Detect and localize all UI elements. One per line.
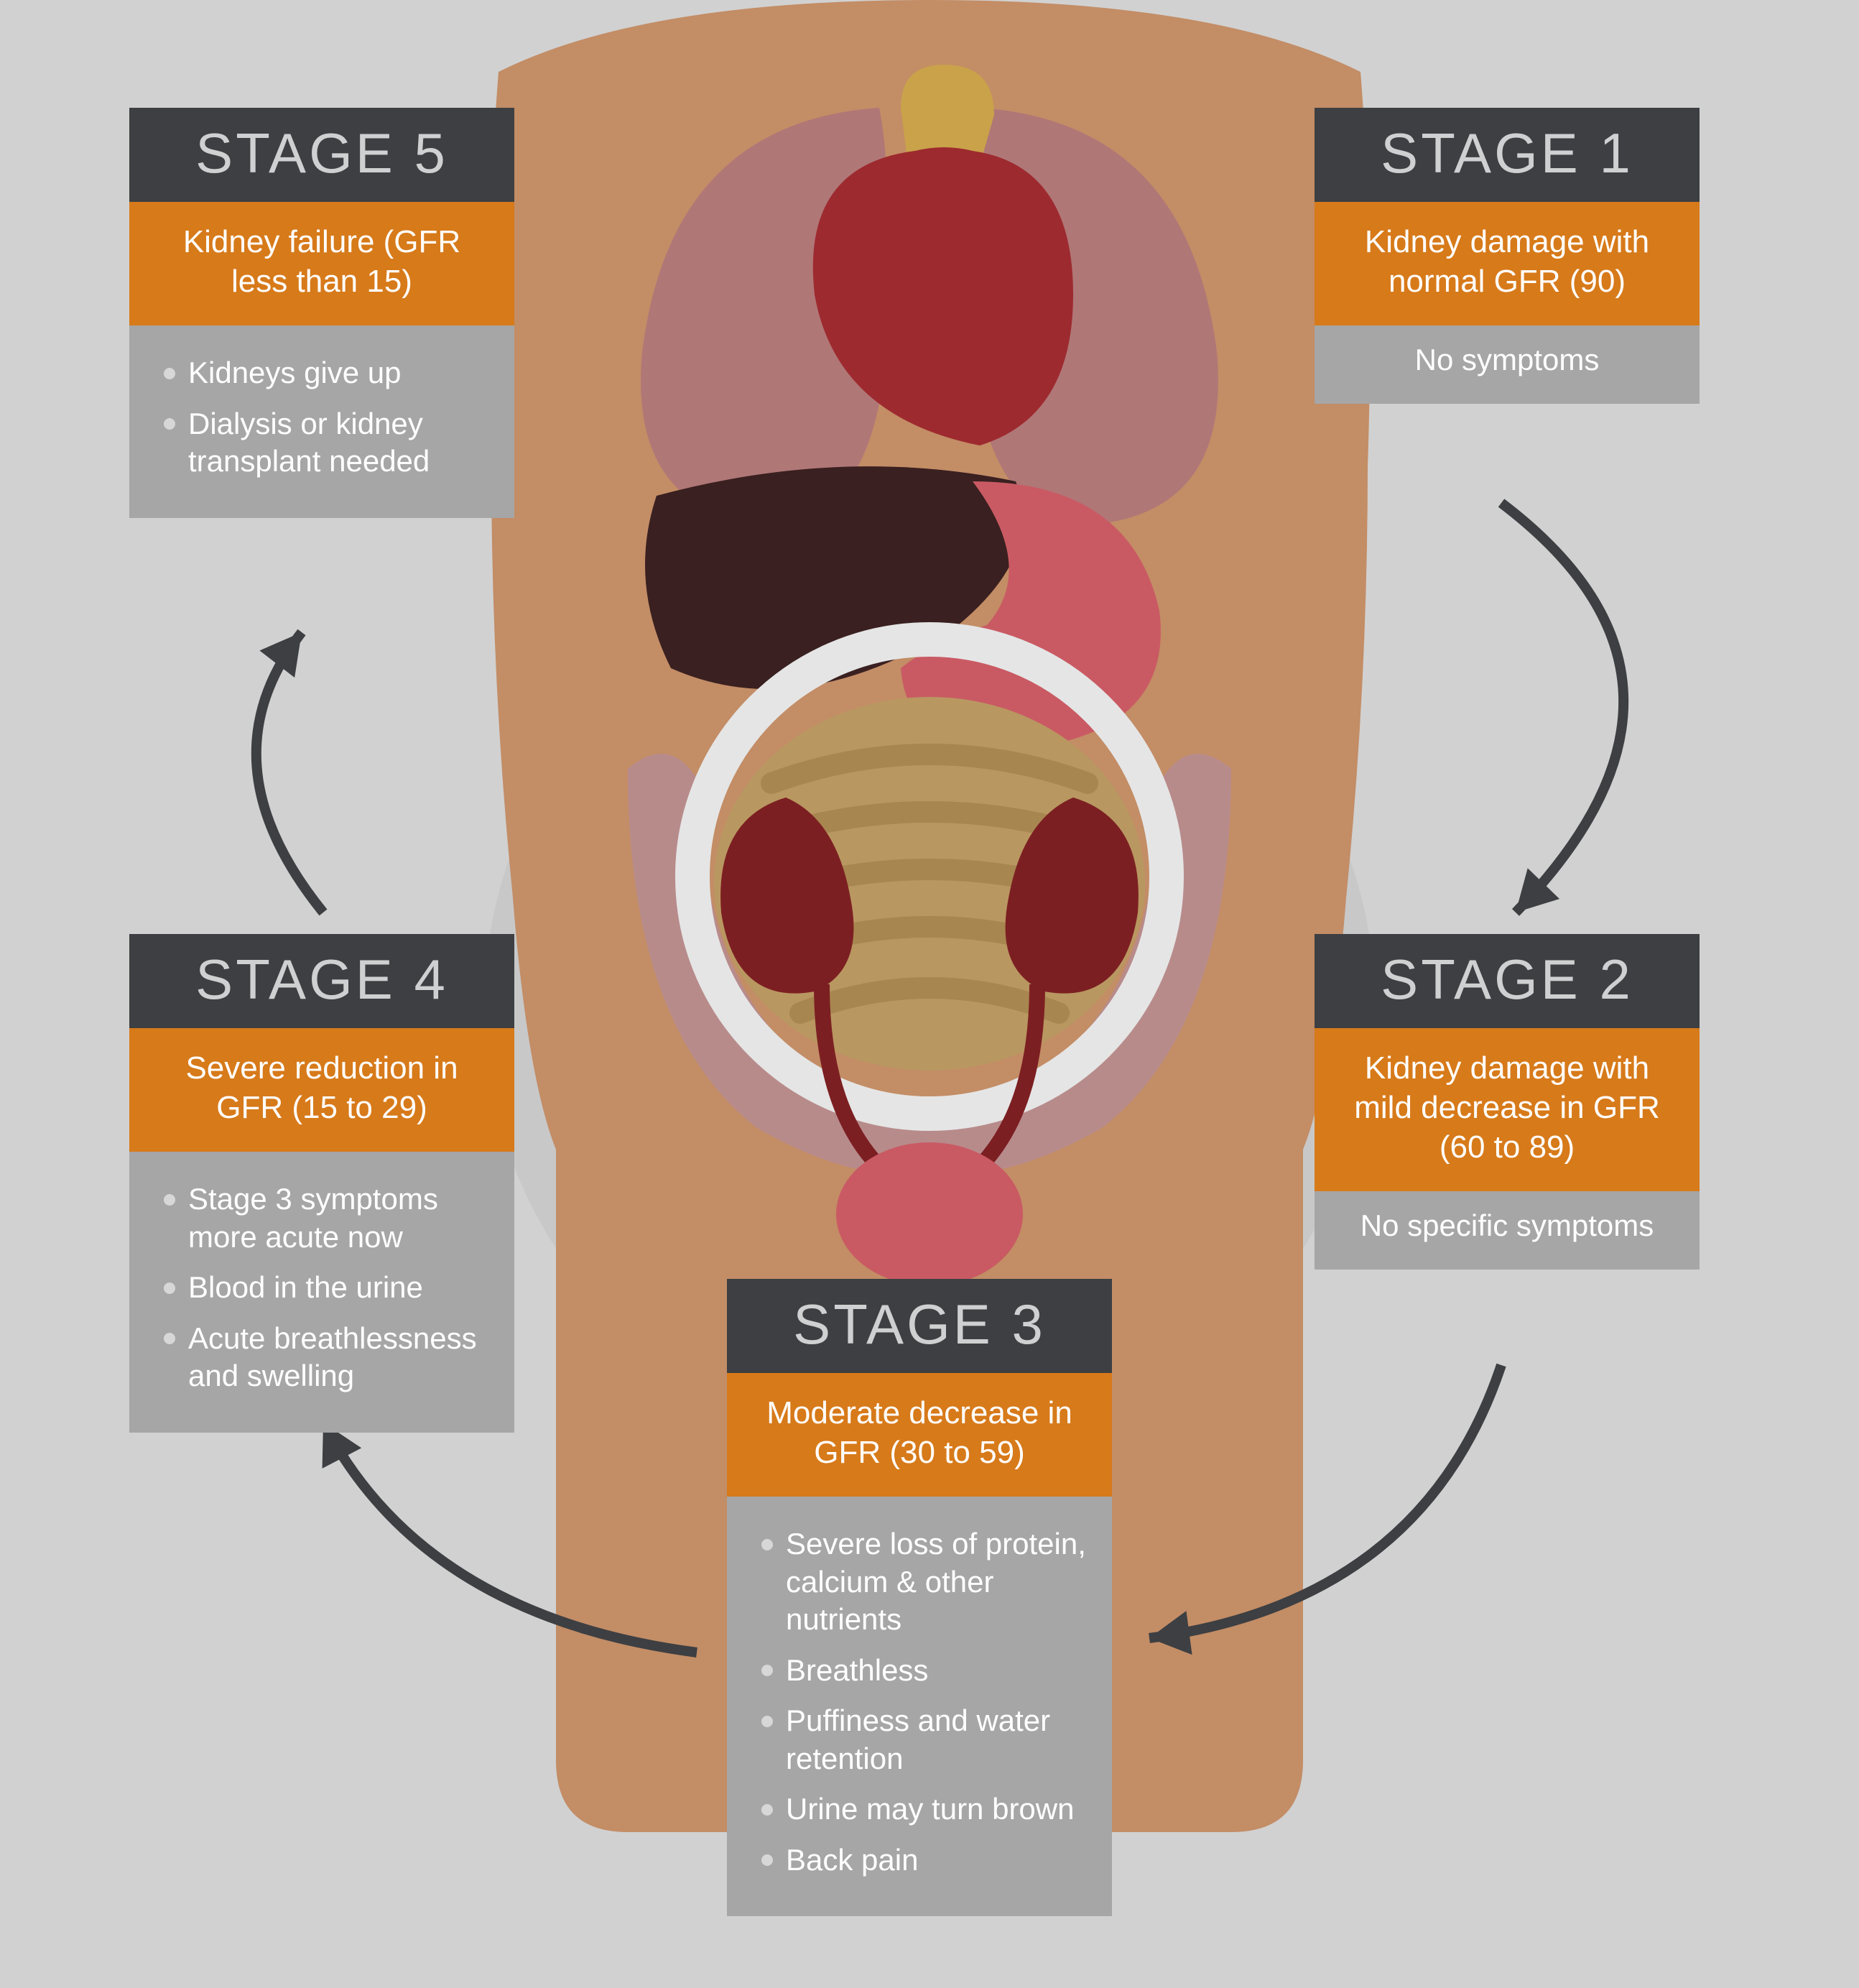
stage-card-stage2: STAGE 2Kidney damage with mild decrease … [1315, 934, 1700, 1270]
card-bullet: Back pain [761, 1841, 1090, 1880]
card-bullet-list: Kidneys give up Dialysis or kidney transp… [164, 354, 493, 481]
card-bullet-list: Stage 3 symptoms more acute now Blood in … [164, 1180, 493, 1395]
flow-arrow-a4to5 [256, 632, 323, 912]
card-bullet: Stage 3 symptoms more acute now [164, 1180, 493, 1256]
card-bullet: Acute breathlessness and swelling [164, 1320, 493, 1395]
card-bullet: Puffiness and water retention [761, 1702, 1090, 1777]
card-body: Stage 3 symptoms more acute now Blood in … [129, 1152, 514, 1433]
card-bullet: Urine may turn brown [761, 1790, 1090, 1829]
card-body-text: No symptoms [1415, 343, 1600, 376]
card-title: STAGE 3 [727, 1279, 1112, 1373]
card-title: STAGE 5 [129, 108, 514, 202]
card-bullet: Blood in the urine [164, 1269, 493, 1307]
card-title: STAGE 2 [1315, 934, 1700, 1028]
card-bullet: Severe loss of protein, calcium & other … [761, 1525, 1090, 1639]
bladder [836, 1142, 1023, 1286]
card-bullet: Breathless [761, 1652, 1090, 1690]
card-title: STAGE 1 [1315, 108, 1700, 202]
card-subtitle: Kidney failure (GFR less than 15) [129, 202, 514, 325]
card-bullet: Dialysis or kidney transplant needed [164, 405, 493, 481]
card-body: No symptoms [1315, 325, 1700, 404]
card-subtitle: Kidney damage with normal GFR (90) [1315, 202, 1700, 325]
infographic-canvas: STAGE 1Kidney damage with normal GFR (90… [0, 0, 1859, 1988]
card-title: STAGE 4 [129, 934, 514, 1028]
card-body-text: No specific symptoms [1360, 1208, 1654, 1242]
card-body: No specific symptoms [1315, 1191, 1700, 1270]
card-subtitle: Moderate decrease in GFR (30 to 59) [727, 1373, 1112, 1497]
card-body: Severe loss of protein, calcium & other … [727, 1497, 1112, 1916]
card-body: Kidneys give up Dialysis or kidney transp… [129, 325, 514, 518]
card-subtitle: Kidney damage with mild decrease in GFR … [1315, 1028, 1700, 1191]
card-subtitle: Severe reduction in GFR (15 to 29) [129, 1028, 514, 1152]
card-bullet: Kidneys give up [164, 354, 493, 392]
stage-card-stage1: STAGE 1Kidney damage with normal GFR (90… [1315, 108, 1700, 404]
card-bullet-list: Severe loss of protein, calcium & other … [761, 1525, 1090, 1879]
stage-card-stage3: STAGE 3Moderate decrease in GFR (30 to 5… [727, 1279, 1112, 1916]
flow-arrow-a1to2 [1501, 503, 1623, 912]
stage-card-stage4: STAGE 4Severe reduction in GFR (15 to 29… [129, 934, 514, 1433]
stage-card-stage5: STAGE 5Kidney failure (GFR less than 15)… [129, 108, 514, 518]
